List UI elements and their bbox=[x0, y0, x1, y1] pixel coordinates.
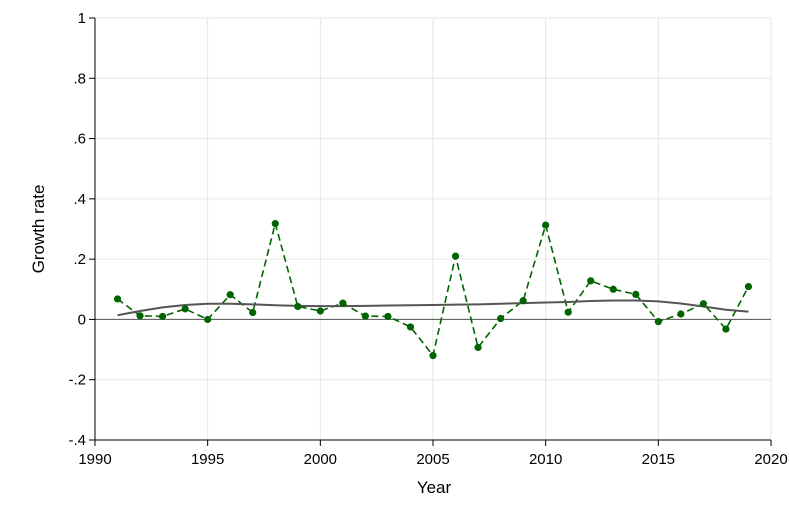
y-tick-label: .4 bbox=[73, 191, 86, 208]
x-tick-label: 2005 bbox=[416, 451, 449, 468]
data-point-marker bbox=[204, 315, 212, 324]
data-point-marker bbox=[609, 285, 617, 293]
data-point-marker bbox=[699, 300, 708, 308]
data-point-marker bbox=[226, 291, 234, 299]
data-point-marker bbox=[384, 312, 392, 321]
y-tick-label: 0 bbox=[78, 311, 86, 328]
y-tick-label: -.2 bbox=[68, 372, 86, 389]
data-point-marker bbox=[113, 295, 122, 303]
data-point-marker bbox=[181, 305, 189, 313]
data-point-marker bbox=[316, 307, 324, 315]
data-point-marker bbox=[339, 299, 347, 307]
x-tick-label: 2020 bbox=[754, 451, 787, 468]
data-point-marker bbox=[294, 302, 302, 311]
smoothed-trend-line bbox=[117, 299, 749, 317]
x-tick-label: 2000 bbox=[304, 451, 337, 468]
y-axis-title: Growth rate bbox=[29, 185, 48, 274]
x-tick-label: 1995 bbox=[191, 451, 224, 468]
x-tick-label: 1990 bbox=[78, 451, 111, 468]
data-point-marker bbox=[654, 317, 662, 326]
data-point-marker bbox=[406, 323, 415, 331]
data-point-marker bbox=[249, 308, 257, 317]
data-point-marker bbox=[677, 310, 685, 318]
data-point-marker bbox=[542, 221, 550, 229]
y-tick-label: .2 bbox=[73, 251, 86, 268]
x-axis-ticks: 1990 1995 2000 2005 2010 2015 2020 bbox=[78, 440, 788, 468]
data-point-marker bbox=[632, 290, 640, 299]
y-axis-ticks: -.4 -.2 0 .2 .4 .6 .8 1 bbox=[68, 10, 95, 449]
data-point-marker bbox=[136, 312, 144, 320]
x-tick-label: 2015 bbox=[642, 451, 675, 468]
series-layer bbox=[113, 219, 753, 360]
x-tick-label: 2010 bbox=[529, 451, 562, 468]
y-tick-label: -.4 bbox=[68, 432, 86, 449]
grid-lines bbox=[95, 17, 772, 440]
y-tick-label: .6 bbox=[73, 131, 86, 148]
data-point-marker bbox=[722, 325, 730, 333]
data-point-marker bbox=[519, 297, 527, 305]
x-axis-title: Year bbox=[417, 478, 452, 497]
data-point-marker bbox=[271, 219, 279, 228]
data-point-marker bbox=[564, 308, 572, 316]
data-point-marker bbox=[361, 312, 369, 320]
y-tick-label: .8 bbox=[73, 70, 86, 87]
data-point-marker bbox=[744, 282, 753, 291]
data-point-marker bbox=[159, 312, 167, 321]
y-tick-label: 1 bbox=[78, 10, 86, 27]
data-point-marker bbox=[497, 314, 505, 323]
data-point-marker bbox=[474, 343, 482, 352]
data-point-marker bbox=[587, 277, 595, 285]
data-point-marker bbox=[451, 252, 460, 260]
data-point-marker bbox=[429, 352, 437, 360]
